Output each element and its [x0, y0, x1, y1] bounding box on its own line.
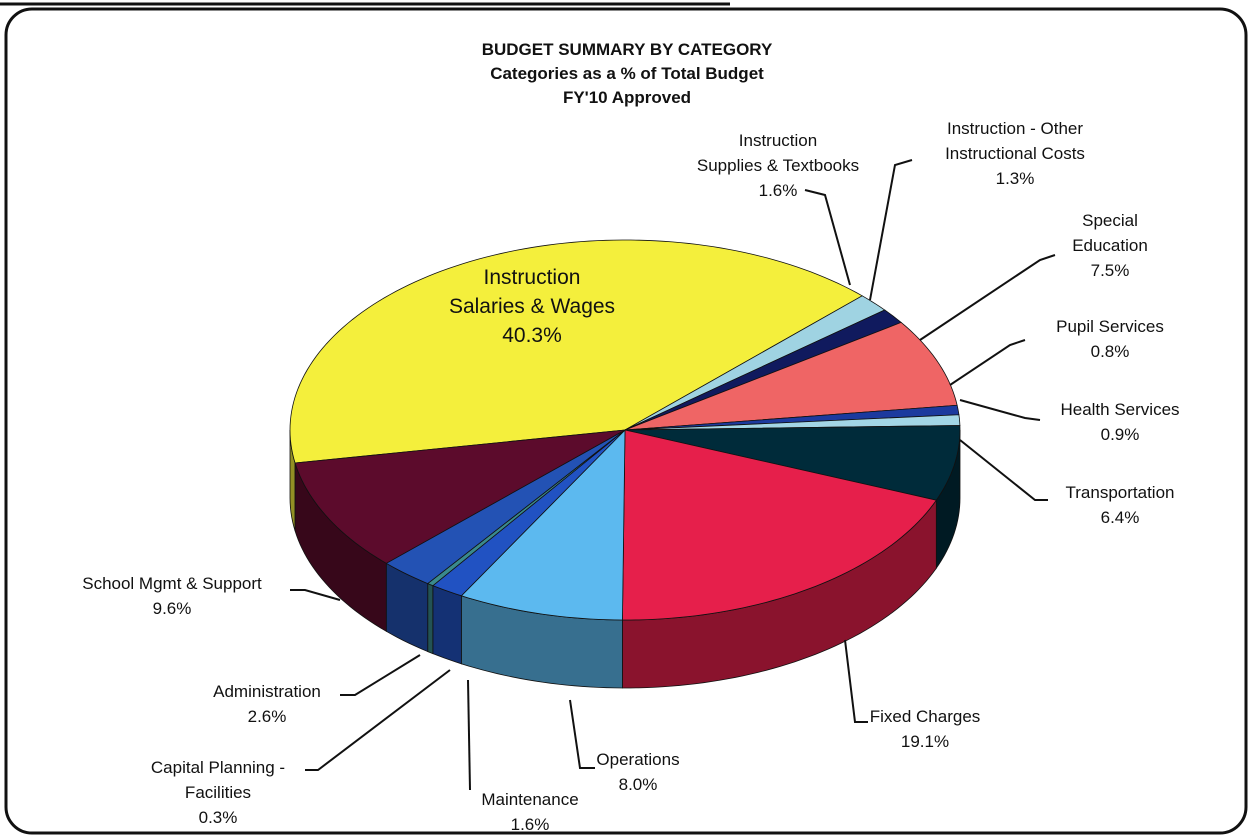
- slice: [622, 429, 937, 689]
- slice-label: Health Services 0.9%: [1060, 397, 1179, 447]
- value-label: 8.0%: [618, 775, 658, 794]
- category-name: Maintenance: [481, 790, 579, 809]
- chart-title: BUDGET SUMMARY BY CATEGORY: [481, 40, 773, 59]
- slice-label: Transportation 6.4%: [1066, 480, 1175, 530]
- frame: [4, 7, 1248, 835]
- slice-label: School Mgmt & Support 9.6%: [82, 571, 262, 621]
- value-label: 19.1%: [900, 732, 950, 751]
- slice-label: Pupil Services 0.8%: [1056, 314, 1164, 364]
- slice: [624, 425, 961, 570]
- category-name: Special Education: [1072, 211, 1148, 255]
- slice-top: [624, 295, 886, 431]
- category-name: Capital Planning - Facilities: [150, 758, 286, 802]
- slice-label: Operations 8.0%: [596, 747, 679, 797]
- value-label: 0.9%: [1100, 425, 1140, 444]
- chart-subtitle: Categories as a % of Total Budget: [490, 64, 764, 83]
- value-label: 1.3%: [995, 169, 1035, 188]
- slice-side: [427, 582, 434, 655]
- slice: [289, 239, 864, 532]
- value-label: 1.6%: [510, 815, 550, 834]
- category-name: Administration: [213, 682, 321, 701]
- category-name: Fixed Charges: [869, 707, 981, 726]
- slice: [460, 429, 626, 689]
- slice-top: [385, 429, 626, 585]
- category-name: Instruction Supplies & Textbooks: [696, 131, 860, 175]
- value-label: 2.6%: [247, 707, 287, 726]
- slice-side: [432, 585, 462, 665]
- slice-top: [624, 425, 961, 501]
- slice-top: [294, 429, 626, 564]
- slice-top: [432, 429, 626, 597]
- category-name: Transportation: [1065, 483, 1175, 502]
- category-name: Pupil Services: [1056, 317, 1164, 336]
- value-label: 0.3%: [198, 808, 238, 827]
- slice-label: Administration 2.6%: [213, 679, 321, 729]
- slice-label: Instruction - Other Instructional Costs 1…: [945, 116, 1085, 191]
- category-name: Operations: [596, 750, 680, 769]
- slice-label: Fixed Charges 19.1%: [870, 704, 981, 754]
- slice-label: Capital Planning - Facilities 0.3%: [151, 755, 285, 830]
- category-name: Health Services: [1060, 400, 1180, 419]
- value-label: 1.6%: [758, 181, 798, 200]
- category-name: School Mgmt & Support: [82, 574, 262, 593]
- slice: [624, 295, 886, 431]
- slice-label: Instruction Supplies & Textbooks 1.6%: [697, 128, 859, 203]
- value-label: 6.4%: [1100, 508, 1140, 527]
- slice-top: [622, 429, 937, 621]
- slice-label: Maintenance 1.6%: [481, 787, 578, 837]
- chart-annotation: FY'10 Approved: [562, 88, 692, 107]
- pie: [289, 239, 961, 689]
- slice-top: [624, 321, 958, 431]
- slice-label: Special Education 7.5%: [1072, 208, 1148, 283]
- slice-top: [289, 239, 864, 464]
- value-label: 7.5%: [1090, 261, 1130, 280]
- value-label: 0.8%: [1090, 342, 1130, 361]
- slice: [294, 429, 626, 633]
- slice-top: [460, 429, 626, 621]
- slice-label: Instruction Salaries & Wages 40.3%: [449, 263, 615, 350]
- value-label: 40.3%: [502, 324, 562, 347]
- category-name: Instruction - Other Instructional Costs: [945, 119, 1085, 163]
- slice: [385, 429, 626, 653]
- slice: [624, 321, 958, 431]
- category-name: Instruction Salaries & Wages: [448, 266, 616, 318]
- value-label: 9.6%: [152, 599, 192, 618]
- leader-lines: [290, 159, 1056, 791]
- slice: [432, 429, 626, 665]
